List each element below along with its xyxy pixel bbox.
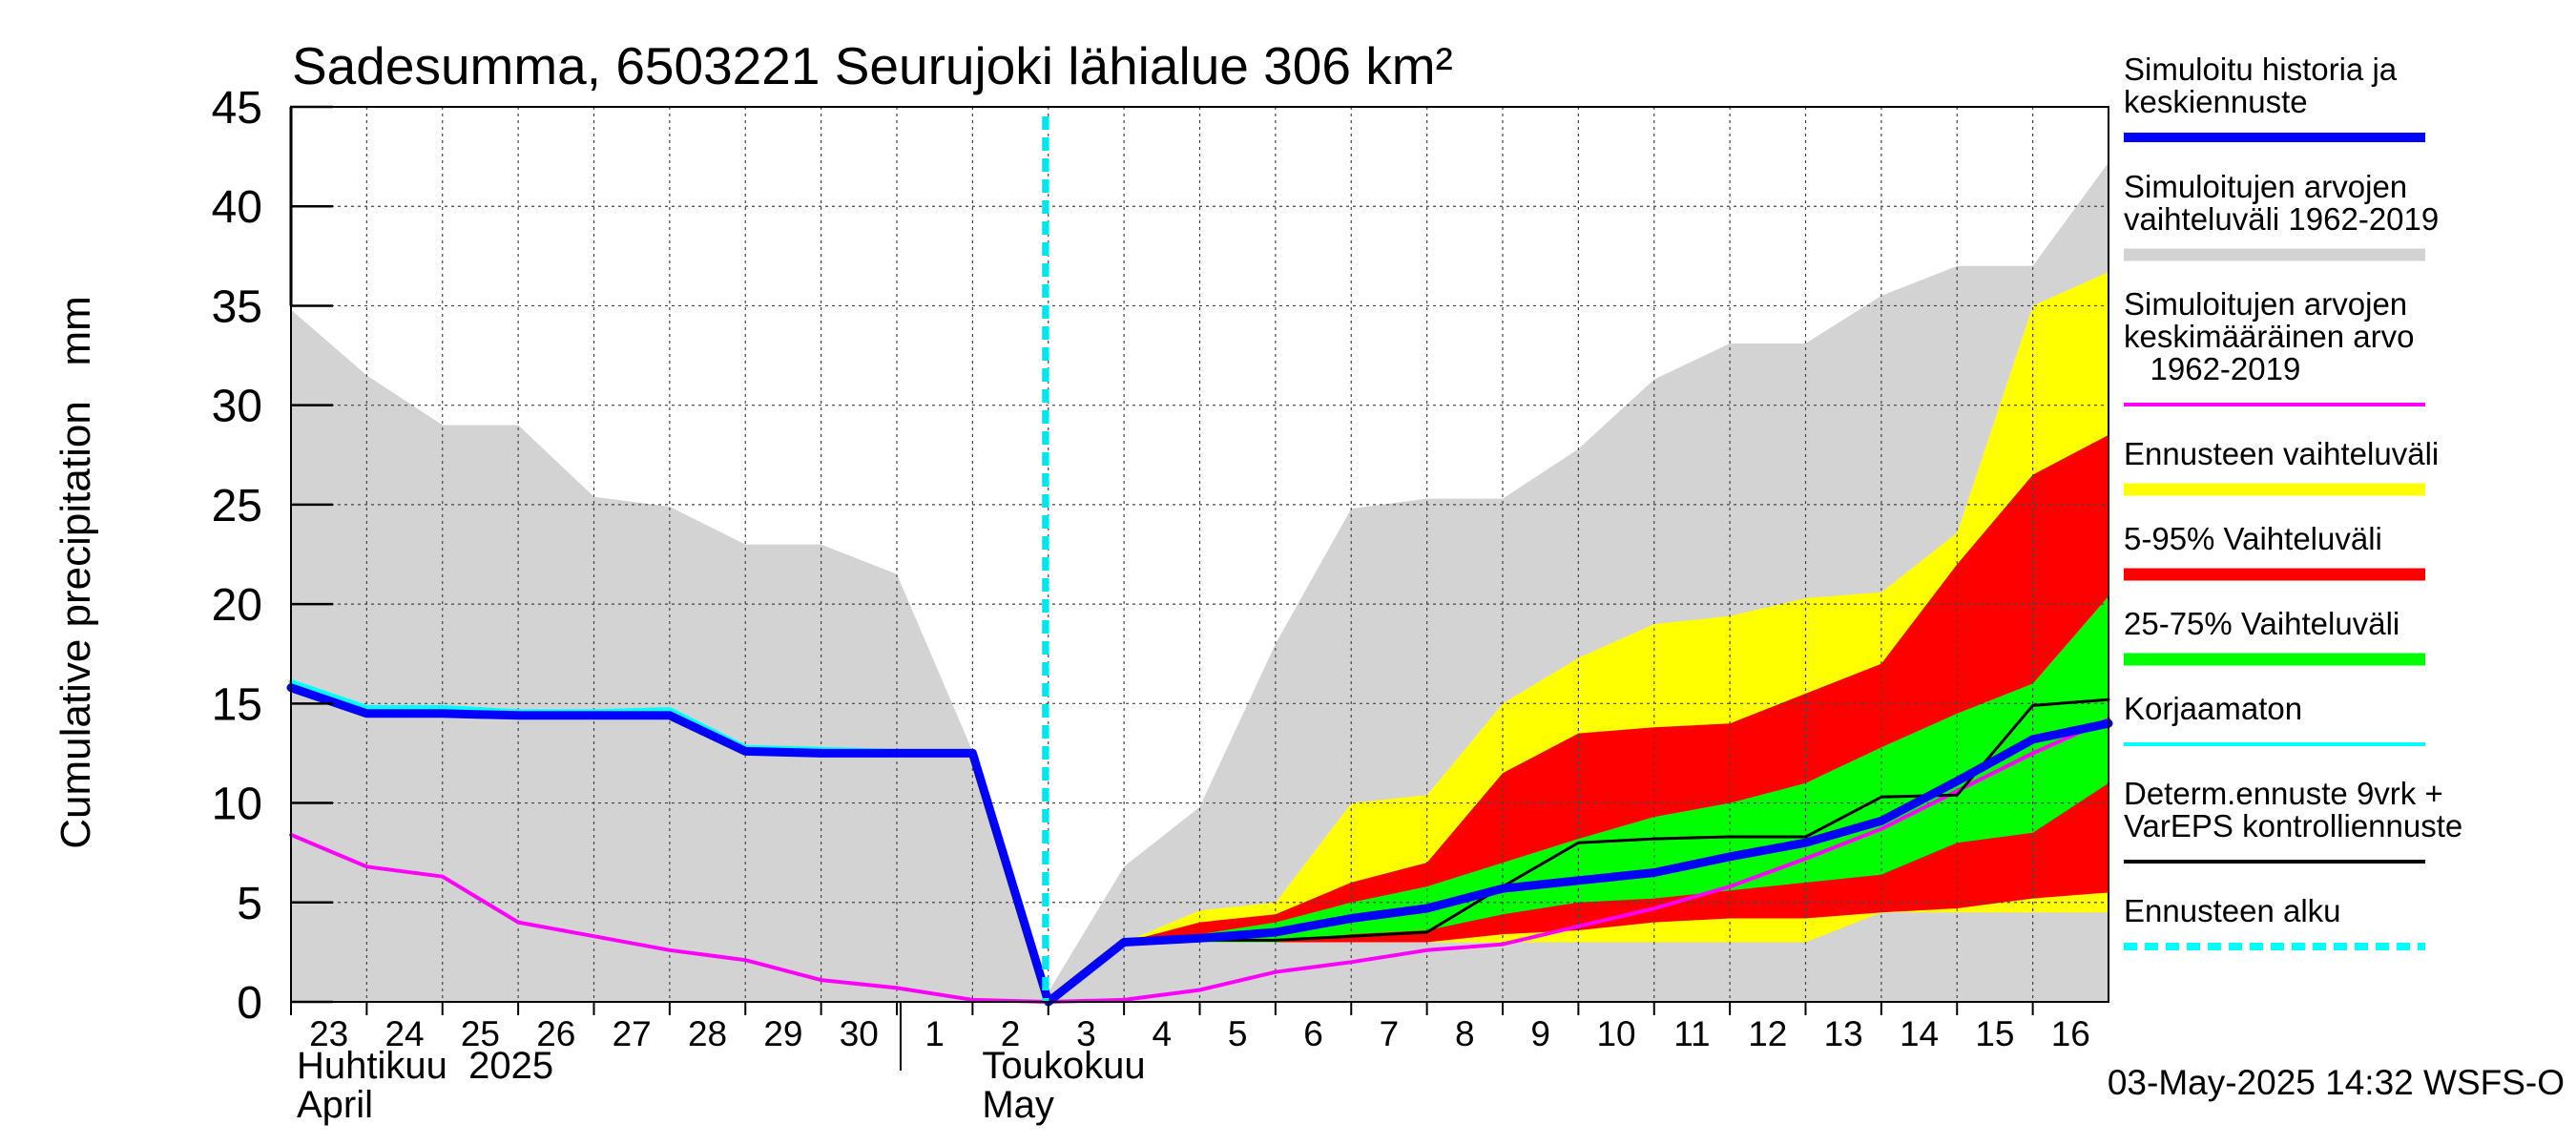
- legend-label: 5-95% Vaihteluväli: [2124, 521, 2382, 556]
- x-tick-label: 24: [384, 1014, 424, 1053]
- y-tick-label: 10: [212, 780, 262, 830]
- month-label-en: April: [297, 1084, 373, 1126]
- y-tick-label: 35: [212, 281, 262, 332]
- x-tick-label: 4: [1153, 1014, 1173, 1053]
- simulated-mean-line: [286, 683, 2113, 1007]
- x-tick-label: 10: [1596, 1014, 1635, 1053]
- x-tick-label: 15: [1975, 1014, 2014, 1053]
- legend-label: 1962-2019: [2124, 351, 2300, 386]
- month-label: Toukokuu: [982, 1045, 1145, 1087]
- month-label: Huhtikuu 2025: [297, 1045, 553, 1087]
- x-tick-label: 5: [1228, 1014, 1248, 1053]
- x-tick-label: 2: [1001, 1014, 1021, 1053]
- x-tick-label: 30: [840, 1014, 879, 1053]
- x-tick-label: 14: [1900, 1014, 1939, 1053]
- p25-75-band: [1048, 595, 2109, 1002]
- timestamp: 03-May-2025 14:32 WSFS-O: [2108, 1063, 2565, 1102]
- y-tick-label: 30: [212, 382, 262, 432]
- x-tick-label: 9: [1530, 1014, 1550, 1053]
- mean-1962-2019-line: [289, 718, 2110, 1004]
- x-tick-label: 28: [688, 1014, 727, 1053]
- legend-label: vaihteluväli 1962-2019: [2124, 201, 2439, 237]
- x-tick-label: 13: [1824, 1014, 1863, 1053]
- legend-label: Simuloitujen arvojen: [2124, 169, 2407, 204]
- x-tick-label: 26: [536, 1014, 575, 1053]
- x-tick-label: 3: [1076, 1014, 1096, 1053]
- y-axis-label: Cumulative precipitation mm: [52, 296, 99, 849]
- x-tick-label: 25: [461, 1014, 500, 1053]
- legend-label: keskiennuste: [2124, 84, 2308, 119]
- bands-layer: [291, 162, 2109, 1002]
- x-tick-label: 11: [1673, 1014, 1710, 1053]
- chart-title: Sadesumma, 6503221 Seurujoki lähialue 30…: [292, 36, 1453, 95]
- x-tick-label: 7: [1380, 1014, 1400, 1053]
- month-label-en: May: [982, 1084, 1054, 1126]
- x-tick-label: 6: [1303, 1014, 1323, 1053]
- x-tick-label: 12: [1748, 1014, 1787, 1053]
- legend-label: VarEPS kontrolliennuste: [2124, 808, 2462, 843]
- x-tick-label: 8: [1455, 1014, 1475, 1053]
- lines-layer: [286, 116, 2113, 1007]
- legend-label: Ennusteen vaihteluväli: [2124, 436, 2439, 471]
- y-tick-label: 0: [237, 978, 262, 1029]
- y-tick-label: 40: [212, 182, 262, 233]
- legend-label: Simuloitu historia ja: [2124, 52, 2398, 87]
- y-tick-label: 25: [212, 481, 262, 531]
- x-tick-label: 1: [924, 1014, 945, 1053]
- x-tick-label: 27: [613, 1014, 652, 1053]
- x-tick-label: 16: [2051, 1014, 2090, 1053]
- legend-label: Simuloitujen arvojen: [2124, 286, 2407, 322]
- x-tick-label: 23: [309, 1014, 348, 1053]
- y-tick-label: 45: [212, 83, 262, 134]
- y-tick-label: 5: [237, 879, 262, 929]
- legend-label: Determ.ennuste 9vrk +: [2124, 776, 2443, 811]
- y-tick-label: 20: [212, 580, 262, 631]
- y-tick-label: 15: [212, 679, 262, 730]
- legend-label: Korjaamaton: [2124, 691, 2302, 726]
- legend-label: 25-75% Vaihteluväli: [2124, 606, 2399, 641]
- x-tick-label: 29: [763, 1014, 802, 1053]
- legend-label: Ennusteen alku: [2124, 893, 2341, 928]
- legend-label: keskimääräinen arvo: [2124, 319, 2414, 354]
